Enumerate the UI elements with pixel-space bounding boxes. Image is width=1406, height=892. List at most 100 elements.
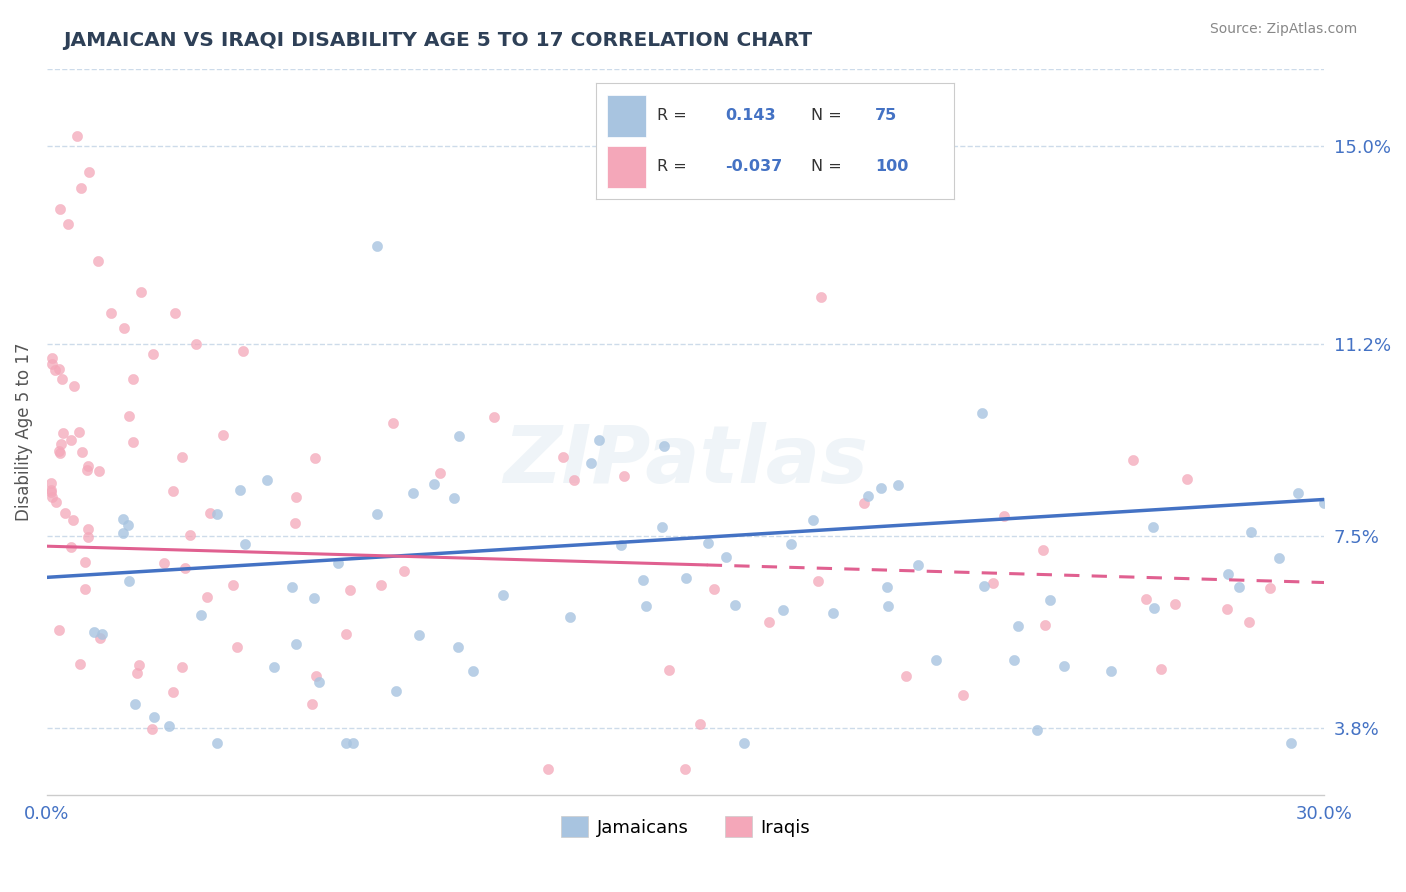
Point [222, 578, 245, 592]
Point [1053, 658, 1076, 673]
Point [1227, 580, 1250, 594]
Point [801, 513, 824, 527]
Point [48, 446, 70, 460]
Point [39, 484, 62, 499]
Point [51, 425, 73, 440]
Point [810, 290, 832, 304]
Point [62, 513, 84, 527]
Point [558, 609, 581, 624]
Point [308, 674, 330, 689]
Point [122, 372, 145, 386]
Point [408, 628, 430, 642]
Point [45, 495, 67, 509]
Point [1279, 736, 1302, 750]
Point [1313, 496, 1336, 510]
Point [124, 697, 146, 711]
Point [402, 486, 425, 500]
Point [772, 602, 794, 616]
Point [198, 506, 221, 520]
Point [1240, 525, 1263, 540]
Point [111, 526, 134, 541]
Point [142, 347, 165, 361]
Point [67, 425, 90, 439]
Point [482, 409, 505, 424]
Point [696, 536, 718, 550]
Point [1150, 662, 1173, 676]
Point [302, 591, 325, 605]
Point [429, 466, 451, 480]
Point [48, 443, 70, 458]
Point [613, 469, 636, 483]
Point [1239, 615, 1261, 629]
Point [83, 624, 105, 639]
Point [162, 685, 184, 699]
Point [446, 640, 468, 654]
Point [610, 538, 633, 552]
Point [256, 474, 278, 488]
Point [281, 580, 304, 594]
Point [856, 489, 879, 503]
Point [823, 606, 845, 620]
Point [716, 549, 738, 564]
Point [284, 637, 307, 651]
Point [385, 683, 408, 698]
Point [1218, 567, 1240, 582]
Point [125, 665, 148, 680]
Point [41, 357, 63, 371]
Point [370, 578, 392, 592]
Point [129, 285, 152, 299]
Point [79, 165, 101, 179]
Point [326, 557, 349, 571]
Point [366, 507, 388, 521]
Point [652, 439, 675, 453]
Point [703, 582, 725, 597]
Point [39, 475, 62, 490]
Point [1002, 653, 1025, 667]
Point [190, 607, 212, 622]
Point [304, 669, 326, 683]
Point [887, 477, 910, 491]
Point [335, 736, 357, 750]
Point [981, 576, 1004, 591]
Point [447, 429, 470, 443]
Point [87, 253, 110, 268]
Point [157, 719, 180, 733]
Point [229, 483, 252, 498]
Point [212, 428, 235, 442]
Point [1007, 618, 1029, 632]
Point [232, 343, 254, 358]
Point [579, 456, 602, 470]
Point [1032, 543, 1054, 558]
Point [952, 689, 974, 703]
Point [173, 561, 195, 575]
Point [724, 598, 747, 612]
Point [153, 556, 176, 570]
Point [1122, 453, 1144, 467]
Point [651, 520, 673, 534]
Point [143, 710, 166, 724]
Point [111, 512, 134, 526]
Point [1164, 597, 1187, 611]
Point [1143, 601, 1166, 615]
Text: ZIPatlas: ZIPatlas [503, 422, 868, 500]
Point [179, 528, 201, 542]
Point [73, 582, 96, 596]
Point [100, 305, 122, 319]
Point [87, 464, 110, 478]
Point [1268, 551, 1291, 566]
Point [853, 496, 876, 510]
Point [392, 564, 415, 578]
Point [422, 477, 444, 491]
Point [70, 181, 93, 195]
Point [284, 491, 307, 505]
Point [118, 409, 141, 423]
Point [758, 615, 780, 629]
Point [184, 336, 207, 351]
Point [877, 599, 900, 613]
Legend: Jamaicans, Iraqis: Jamaicans, Iraqis [554, 809, 818, 845]
Point [233, 537, 256, 551]
Point [39, 483, 62, 497]
Point [779, 537, 801, 551]
Point [1099, 664, 1122, 678]
Point [207, 736, 229, 750]
